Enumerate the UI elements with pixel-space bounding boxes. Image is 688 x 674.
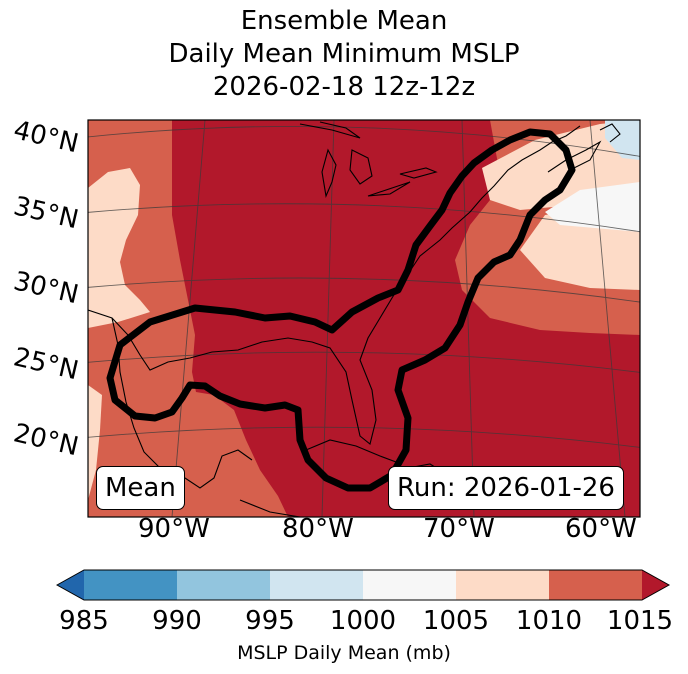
colorbar-segment-990-995 (177, 570, 270, 600)
colorbar-segment-1005-1010 (456, 570, 549, 600)
coastline-great-lakes-ontario (399, 167, 438, 179)
title-line-1: Ensemble Mean (240, 6, 448, 36)
field-patch-1005-west (88, 168, 150, 328)
coastline-central-america (239, 499, 301, 517)
title-line-2: Daily Mean Minimum MSLP (168, 39, 520, 69)
coastline-newfoundland (599, 123, 621, 143)
meridian-60w (589, 120, 626, 517)
annotation-mean: Mean (96, 466, 185, 510)
colorbar-extend-low (57, 570, 84, 600)
coastline-nova-scotia (547, 140, 602, 173)
parallel-20n (88, 426, 640, 448)
annotation-run-date: Run: 2026-01-26 (388, 466, 624, 510)
colorbar (55, 569, 671, 601)
field-patch-1005-southwest (88, 385, 102, 500)
lon-label-60w: 60°W (565, 514, 637, 544)
colorbar-tick-1000: 1000 (329, 606, 397, 636)
colorbar-tick-1005: 1005 (422, 606, 490, 636)
lon-label-90w: 90°W (138, 514, 210, 544)
coastline-great-lakes-erie (367, 181, 411, 197)
colorbar-extend-high (642, 570, 669, 600)
colorbar-segment-1000-1005 (363, 570, 456, 600)
coastline-great-lakes-huron (349, 149, 373, 185)
coastline-great-lakes-michigan (321, 148, 337, 198)
colorbar-label: MSLP Daily Mean (mb) (237, 642, 451, 664)
colorbar-tick-995: 995 (245, 606, 295, 636)
colorbar-tick-1010: 1010 (515, 606, 583, 636)
meridian-80w (321, 120, 335, 517)
field-patch-1000 (545, 182, 640, 232)
title-line-3: 2026-02-18 12z-12z (212, 72, 476, 102)
colorbar-tick-985: 985 (59, 606, 109, 636)
lon-label-70w: 70°W (423, 514, 495, 544)
parallel-35n (88, 203, 640, 233)
coastline-great-lakes-superior (299, 121, 361, 139)
map-frame (87, 119, 641, 518)
field-patch-995 (605, 120, 640, 160)
parallel-40n (88, 125, 640, 157)
lon-label-80w: 80°W (282, 514, 354, 544)
parallel-25n (88, 351, 640, 373)
colorbar-outline (55, 569, 671, 601)
meridian-70w (461, 120, 475, 517)
colorbar-tick-1015: 1015 (606, 606, 674, 636)
highlighted-contour (106, 128, 576, 492)
graticule (88, 120, 640, 517)
meridian-90w (171, 120, 206, 517)
parallel-30n (88, 277, 640, 303)
colorbar-tick-990: 990 (152, 606, 202, 636)
colorbar-segment-995-1000 (270, 570, 363, 600)
field-core-1015 (172, 120, 640, 517)
coastline-cuba (305, 439, 397, 463)
coastline-gulf (88, 125, 581, 445)
mslp-field (88, 120, 640, 517)
colorbar-segment-1010-1015 (549, 570, 642, 600)
colorbar-segment-985-990 (84, 570, 177, 600)
